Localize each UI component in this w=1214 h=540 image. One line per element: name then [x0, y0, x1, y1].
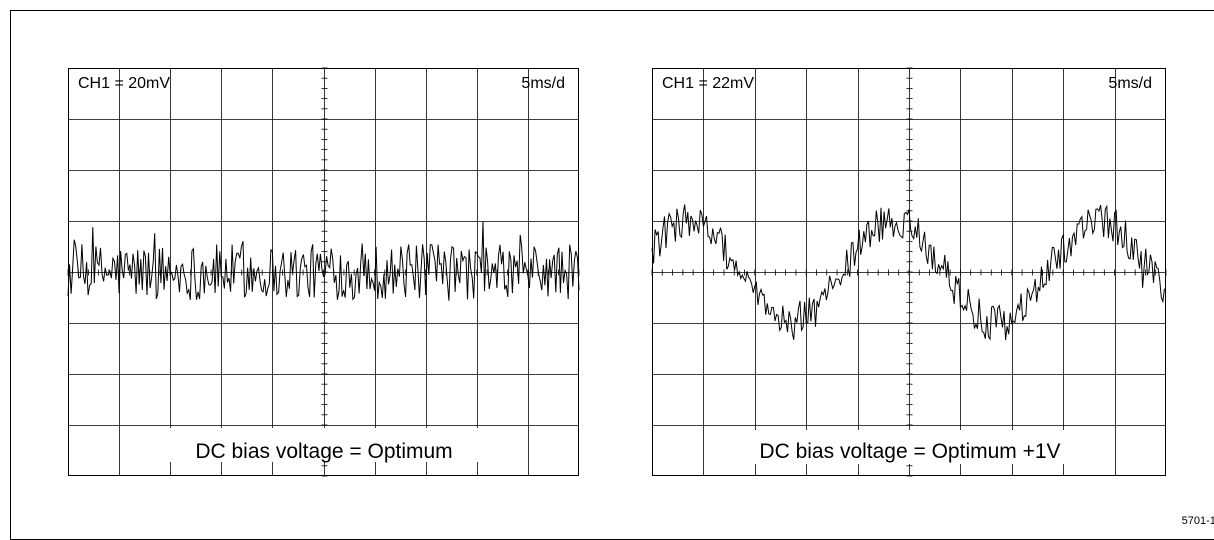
caption-background [740, 430, 1090, 464]
channel-label: CH1 = 22mV [662, 75, 754, 92]
oscilloscope-right: CH1 = 22mV 5ms/d DC bias voltage = Optimum… [651, 67, 1167, 477]
graticule [651, 67, 1167, 477]
oscilloscope-left: CH1 = 20mV 5ms/d DC bias voltage = Optimum [67, 67, 580, 477]
timebase-label: 5ms/d [521, 75, 565, 92]
figure-id: 5701-17 [1181, 515, 1214, 527]
channel-label: CH1 = 20mV [78, 75, 170, 92]
caption: DC bias voltage = Optimum [195, 440, 452, 463]
timebase-label: 5ms/d [1108, 75, 1152, 92]
caption: DC bias voltage = Optimum +1V [759, 440, 1060, 463]
caption-background [168, 428, 480, 462]
graticule [67, 67, 580, 477]
waveform-trace [67, 221, 580, 301]
waveform-trace [651, 204, 1166, 341]
graticule-border [652, 68, 1166, 476]
